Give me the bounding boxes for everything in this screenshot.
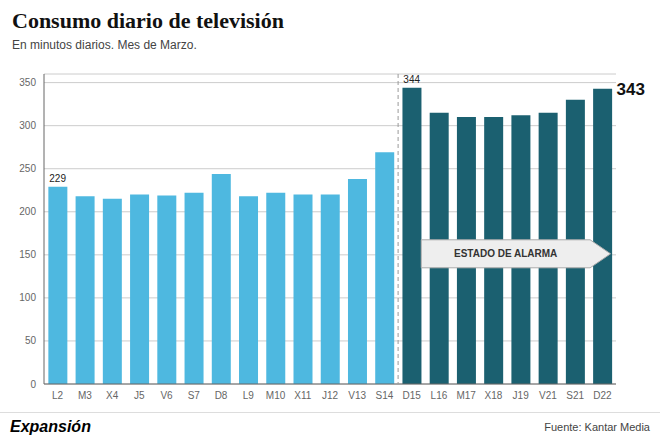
svg-text:J12: J12 (322, 390, 339, 401)
svg-text:L2: L2 (52, 390, 64, 401)
svg-text:L16: L16 (431, 390, 448, 401)
svg-text:350: 350 (19, 77, 36, 88)
svg-text:V6: V6 (160, 390, 173, 401)
svg-text:V13: V13 (348, 390, 366, 401)
svg-text:344: 344 (403, 74, 420, 85)
svg-text:343: 343 (617, 80, 645, 99)
svg-text:V21: V21 (539, 390, 557, 401)
svg-text:S14: S14 (376, 390, 394, 401)
svg-text:M17: M17 (456, 390, 476, 401)
html-text:En minutos diarios. Mes de Mar: En minutos diarios. Mes de Marzo. (12, 38, 197, 52)
svg-text:X4: X4 (106, 390, 119, 401)
svg-text:S21: S21 (566, 390, 584, 401)
svg-text:229: 229 (49, 173, 66, 184)
svg-text:ESTADO DE ALARMA: ESTADO DE ALARMA (454, 248, 557, 259)
svg-text:M3: M3 (78, 390, 92, 401)
svg-text:X18: X18 (485, 390, 503, 401)
svg-text:L9: L9 (243, 390, 255, 401)
svg-text:D15: D15 (403, 390, 422, 401)
svg-text:D22: D22 (593, 390, 612, 401)
svg-text:M10: M10 (266, 390, 286, 401)
svg-text:200: 200 (19, 206, 36, 217)
svg-text:D8: D8 (215, 390, 228, 401)
svg-text:0: 0 (30, 379, 36, 390)
svg-text:J5: J5 (134, 390, 145, 401)
svg-text:300: 300 (19, 120, 36, 131)
html-text:Fuente: Kantar Media: Fuente: Kantar Media (544, 420, 650, 433)
svg-text:X11: X11 (294, 390, 311, 401)
svg-text:J19: J19 (513, 390, 530, 401)
svg-text:150: 150 (19, 249, 36, 260)
html-text:Expansión: Expansión (10, 417, 91, 435)
svg-text:S7: S7 (188, 390, 201, 401)
html-text:Consumo diario de televisión: Consumo diario de televisión (12, 8, 284, 33)
svg-text:250: 250 (19, 163, 36, 174)
svg-text:50: 50 (25, 335, 37, 346)
svg-text:100: 100 (19, 292, 36, 303)
